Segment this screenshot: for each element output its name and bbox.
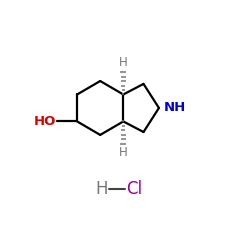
Text: H: H: [119, 56, 128, 70]
Text: H: H: [119, 146, 128, 160]
Text: NH: NH: [164, 102, 186, 114]
Text: Cl: Cl: [126, 180, 142, 198]
Text: HO: HO: [34, 115, 56, 128]
Text: H: H: [95, 180, 108, 198]
